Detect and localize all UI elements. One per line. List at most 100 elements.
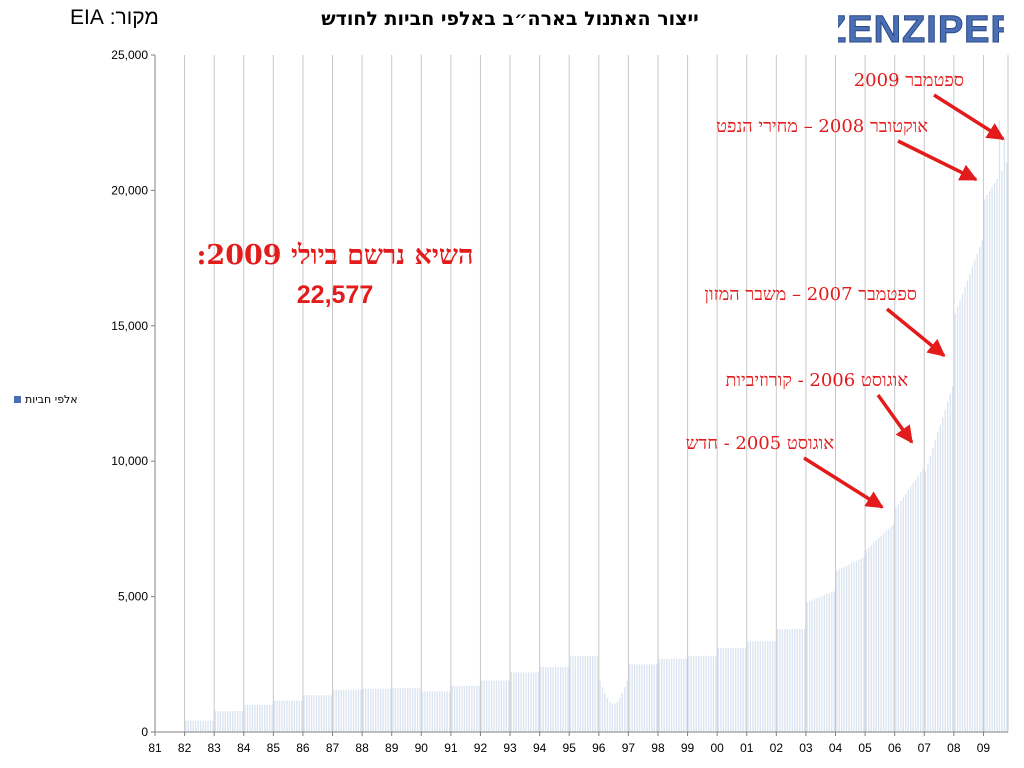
bar-1984-1: [244, 704, 246, 732]
bar-2003-1: [806, 602, 808, 732]
bar-1993-12: [537, 672, 540, 732]
bar-2001-6: [759, 641, 761, 732]
bar-1995-2: [572, 656, 574, 732]
bar-1988-1: [362, 688, 365, 732]
bar-1986-4: [310, 695, 313, 732]
bar-1995-3: [574, 656, 577, 732]
bar-1986-6: [315, 695, 318, 732]
bar-1991-12: [478, 685, 480, 732]
bar-1982-3: [190, 720, 192, 732]
bar-2008-6: [966, 280, 969, 732]
bar-1990-8: [439, 691, 441, 732]
bar-2005-12: [892, 524, 895, 732]
bar-2005-5: [875, 540, 877, 732]
bar-1989-12: [419, 688, 421, 732]
bar-2004-6: [848, 564, 850, 732]
bar-2007-11: [949, 393, 951, 732]
annotation-arrow-2: [885, 307, 946, 357]
bar-1996-2: [601, 687, 604, 732]
bar-1995-11: [594, 656, 596, 732]
bar-1987-12: [360, 689, 362, 732]
bar-1991-7: [466, 685, 468, 732]
x-tick-label: 97: [622, 741, 636, 755]
bar-2002-10: [799, 629, 801, 732]
bar-2003-8: [823, 595, 826, 732]
bar-2002-6: [789, 629, 791, 732]
bar-2004-1: [836, 570, 838, 732]
bar-2003-7: [821, 596, 823, 732]
bar-1995-6: [582, 656, 584, 732]
bar-1992-9: [500, 680, 503, 732]
annotation-aug-2006: אוגוסט 2006 - קורוזיביות: [725, 370, 908, 391]
bar-1995-12: [596, 656, 599, 732]
bar-1985-3: [278, 700, 281, 732]
bar-1983-11: [239, 711, 241, 732]
x-tick-label: 81: [148, 741, 162, 755]
peak-note-value: 22,577: [296, 281, 374, 309]
y-tick-label: 25,000: [111, 48, 148, 62]
bar-2003-11: [831, 592, 833, 732]
y-tick-labels: 0 5,000 10,000 15,000 20,000 25,000: [111, 48, 155, 739]
zenziper-logo: ZENZIPER: [838, 9, 1004, 52]
bar-2009-6: [996, 178, 998, 733]
bar-1992-6: [493, 680, 495, 732]
bar-1983-9: [234, 711, 236, 732]
bar-2001-9: [767, 641, 769, 732]
bar-2007-10: [947, 401, 949, 732]
bar-1991-4: [458, 685, 461, 732]
bar-2004-7: [850, 563, 853, 732]
bar-1994-5: [550, 667, 552, 732]
bar-1993-8: [527, 672, 530, 732]
x-tick-labels: 81 82 83 84 85 86 87 88 89 90 91 92 93 94 95 96 97 98 99 00…: [148, 732, 990, 755]
bar-2000-11: [742, 648, 744, 732]
bar-1998-5: [668, 658, 670, 732]
bar-2007-6: [937, 432, 939, 732]
bar-2006-4: [902, 497, 904, 732]
bar-2004-4: [843, 567, 845, 732]
source-label: מקור: EIA: [70, 6, 159, 29]
bar-1984-3: [249, 704, 251, 732]
bar-2004-3: [840, 568, 843, 732]
bar-1993-11: [535, 672, 537, 732]
bar-2005-6: [877, 538, 880, 732]
bar-2003-2: [808, 601, 811, 732]
bar-2005-8: [882, 533, 885, 732]
bar-1983-6: [227, 711, 229, 732]
bar-1985-2: [276, 700, 278, 732]
bar-2003-9: [826, 594, 828, 732]
bar-1992-11: [505, 680, 508, 732]
bar-1983-7: [229, 711, 231, 732]
bar-2001-3: [752, 641, 754, 732]
bar-1992-5: [490, 680, 493, 732]
bar-1993-4: [517, 672, 520, 732]
bar-1986-7: [318, 695, 320, 732]
x-tick-label: 93: [503, 741, 517, 755]
bar-1996-4: [606, 698, 609, 732]
bar-2000-3: [722, 648, 724, 732]
bar-1988-11: [387, 688, 389, 732]
bar-2001-11: [771, 641, 774, 732]
axes: [154, 55, 1008, 733]
bar-2009-3: [988, 190, 991, 732]
bar-1985-12: [301, 700, 303, 732]
bar-2002-2: [779, 629, 781, 732]
bar-1998-2: [661, 658, 663, 732]
bar-2007-2: [927, 463, 929, 732]
chart-title: ייצור האתנול בארה״ב באלפי חביות לחודש: [321, 8, 699, 30]
bar-2008-1: [954, 313, 956, 732]
bar-1985-6: [286, 700, 288, 732]
bar-2006-8: [912, 482, 914, 732]
x-tick-label: 03: [799, 741, 813, 755]
bar-1991-5: [461, 685, 463, 732]
bar-1992-3: [485, 680, 488, 732]
bar-2006-1: [895, 507, 897, 732]
bar-1988-10: [384, 688, 387, 732]
bar-1999-11: [712, 656, 715, 732]
bar-1993-9: [530, 672, 532, 732]
bar-1985-5: [283, 700, 286, 732]
bar-1985-1: [273, 700, 276, 732]
bar-2004-2: [838, 569, 840, 732]
bar-1988-8: [379, 688, 382, 732]
y-tick-label: 15,000: [111, 319, 148, 333]
bar-2002-1: [776, 629, 779, 732]
